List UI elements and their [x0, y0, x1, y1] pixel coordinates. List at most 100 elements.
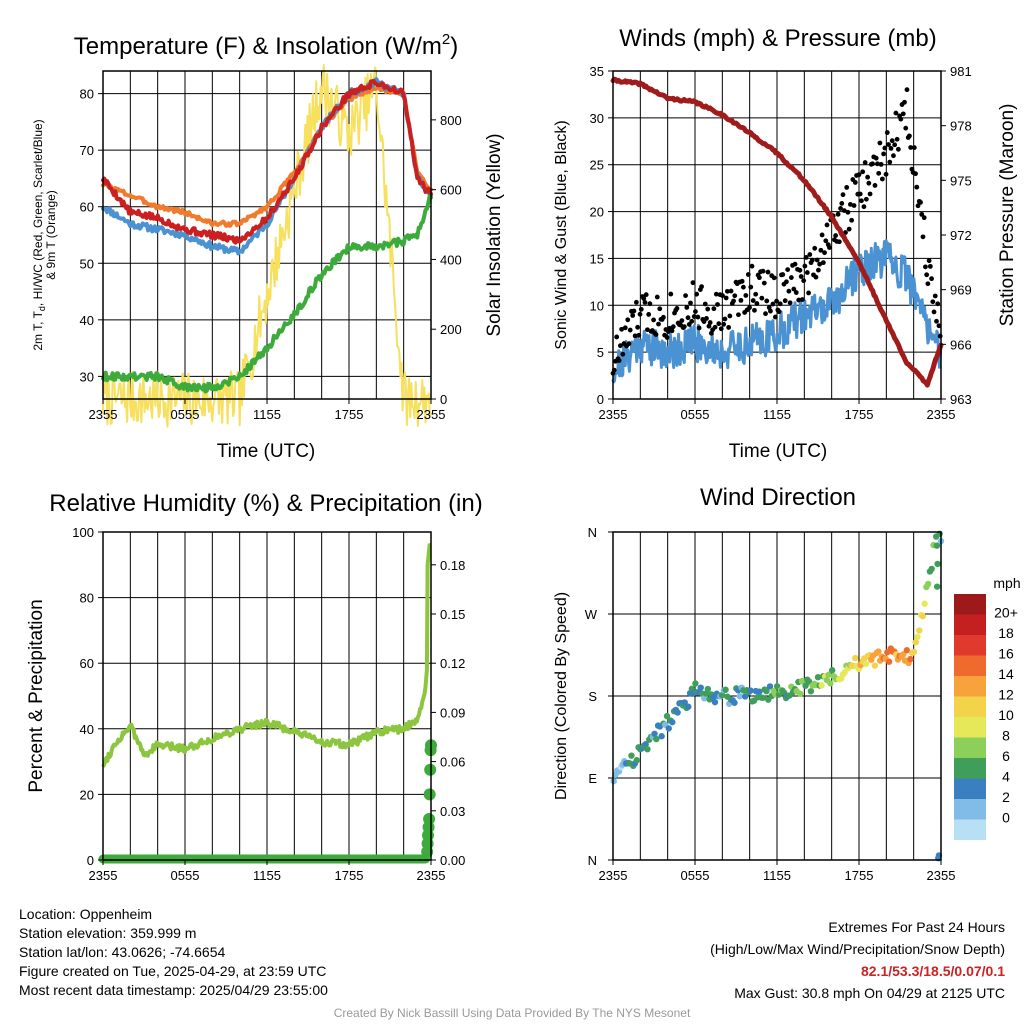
- gust-point: [891, 153, 896, 159]
- gust-point: [632, 333, 638, 339]
- direction-point: [663, 712, 671, 720]
- gust-point: [817, 261, 823, 267]
- y-tick-label: 30: [590, 111, 604, 126]
- gust-point: [802, 263, 808, 269]
- gust-point: [617, 343, 623, 349]
- legend-swatch: [954, 758, 986, 779]
- gust-point: [711, 306, 717, 312]
- gust-point: [732, 293, 738, 299]
- gust-point: [895, 146, 901, 152]
- station-info: Location: Oppenheim Station elevation: 3…: [19, 905, 328, 1000]
- direction-point: [818, 682, 825, 689]
- x-tick-label: 0555: [171, 407, 200, 422]
- direction-point: [736, 693, 744, 700]
- temp-ylabel: 2m T, Td, HI/WC (Red, Green, Scarlet/Blu…: [31, 119, 58, 350]
- legend-swatch: [954, 676, 986, 697]
- gust-point: [836, 239, 842, 245]
- temp-panel-title: Temperature (F) & Insolation (W/m2): [74, 31, 458, 60]
- gust-point: [927, 263, 933, 269]
- gust-point: [791, 286, 797, 292]
- gust-point: [625, 317, 631, 323]
- gust-point: [824, 222, 830, 228]
- gust-point: [627, 327, 633, 333]
- gust-point: [760, 268, 766, 274]
- precip-point: [424, 763, 437, 776]
- gust-point: [915, 203, 921, 209]
- temp-title-main: Temperature (F) & Insolation (W/m: [74, 33, 442, 60]
- direction-point: [914, 633, 921, 641]
- gust-point: [720, 293, 725, 298]
- y2-tick-label: 0.06: [440, 755, 465, 770]
- gust-point: [674, 306, 680, 311]
- y2-tick-label: 600: [440, 183, 462, 198]
- gust-point: [651, 317, 656, 323]
- y2-tick-label: 969: [950, 283, 972, 298]
- gust-point: [743, 293, 749, 298]
- humidity-line: [101, 543, 432, 768]
- gust-point: [936, 323, 942, 329]
- gust-point: [728, 288, 734, 294]
- direction-point: [642, 741, 649, 748]
- y-tick-label: 10: [590, 298, 604, 313]
- direction-point: [814, 673, 822, 681]
- gust-point: [616, 358, 622, 363]
- gust-point: [713, 291, 719, 297]
- gust-point: [780, 272, 786, 277]
- legend-label: 8: [1002, 728, 1010, 744]
- direction-point: [741, 693, 749, 700]
- legend-swatch: [954, 799, 986, 820]
- gust-point: [814, 257, 820, 263]
- gust-point: [739, 278, 745, 284]
- gust-point: [879, 176, 885, 182]
- direction-point: [797, 690, 804, 697]
- y2-tick-label: 0.18: [440, 558, 465, 573]
- y-tick-label: N: [588, 525, 597, 540]
- direction-point: [722, 686, 729, 693]
- x-tick-label: 2355: [417, 407, 446, 422]
- gust-point: [637, 311, 643, 317]
- y2-tick-label: 0.15: [440, 607, 465, 622]
- temp-2m-line: [101, 78, 433, 245]
- gust-point: [921, 215, 927, 221]
- direction-point: [934, 560, 941, 568]
- gust-point: [859, 198, 864, 204]
- y2-tick-label: 963: [950, 392, 972, 407]
- y2-tick-label: 0.09: [440, 705, 465, 720]
- y-tick-label: 40: [80, 313, 94, 328]
- gust-point: [681, 324, 687, 330]
- x-tick-label: 2355: [927, 407, 956, 422]
- gust-point: [635, 324, 640, 330]
- gust-point: [641, 296, 647, 301]
- gust-point: [723, 295, 729, 301]
- direction-point: [628, 752, 635, 759]
- extremes-heading: Extremes For Past 24 Hours: [828, 919, 1005, 935]
- gust-point: [840, 192, 846, 198]
- direction-point: [644, 745, 651, 753]
- direction-ylabel: Direction (Colored By Speed): [553, 592, 570, 800]
- gust-point: [870, 161, 875, 167]
- gust-point: [929, 276, 934, 282]
- direction-point: [912, 639, 919, 646]
- x-tick-label: 1155: [253, 868, 281, 883]
- gust-point: [872, 183, 878, 188]
- gust-point: [875, 161, 880, 167]
- direction-point: [763, 687, 770, 695]
- direction-point: [697, 684, 704, 691]
- gust-point: [856, 172, 862, 178]
- gust-point: [907, 133, 912, 139]
- gust-point: [668, 291, 674, 297]
- direction-point: [685, 703, 692, 710]
- extremes-values: 82.1/53.3/18.5/0.07/0.1: [860, 963, 1005, 979]
- y2-tick-label: 0: [440, 392, 447, 407]
- temp-ylabel-line2: & 9m T (Orange): [44, 190, 58, 280]
- gust-point: [866, 180, 872, 186]
- legend-label: 4: [1002, 769, 1010, 785]
- direction-point: [633, 757, 640, 764]
- direction-point: [658, 733, 665, 740]
- dewpoint-line: [101, 194, 433, 394]
- gust-point: [893, 110, 899, 116]
- gust-point: [787, 300, 793, 306]
- x-tick-label: 1755: [335, 407, 364, 422]
- gust-point: [657, 306, 663, 312]
- y-tick-label: 5: [597, 345, 604, 360]
